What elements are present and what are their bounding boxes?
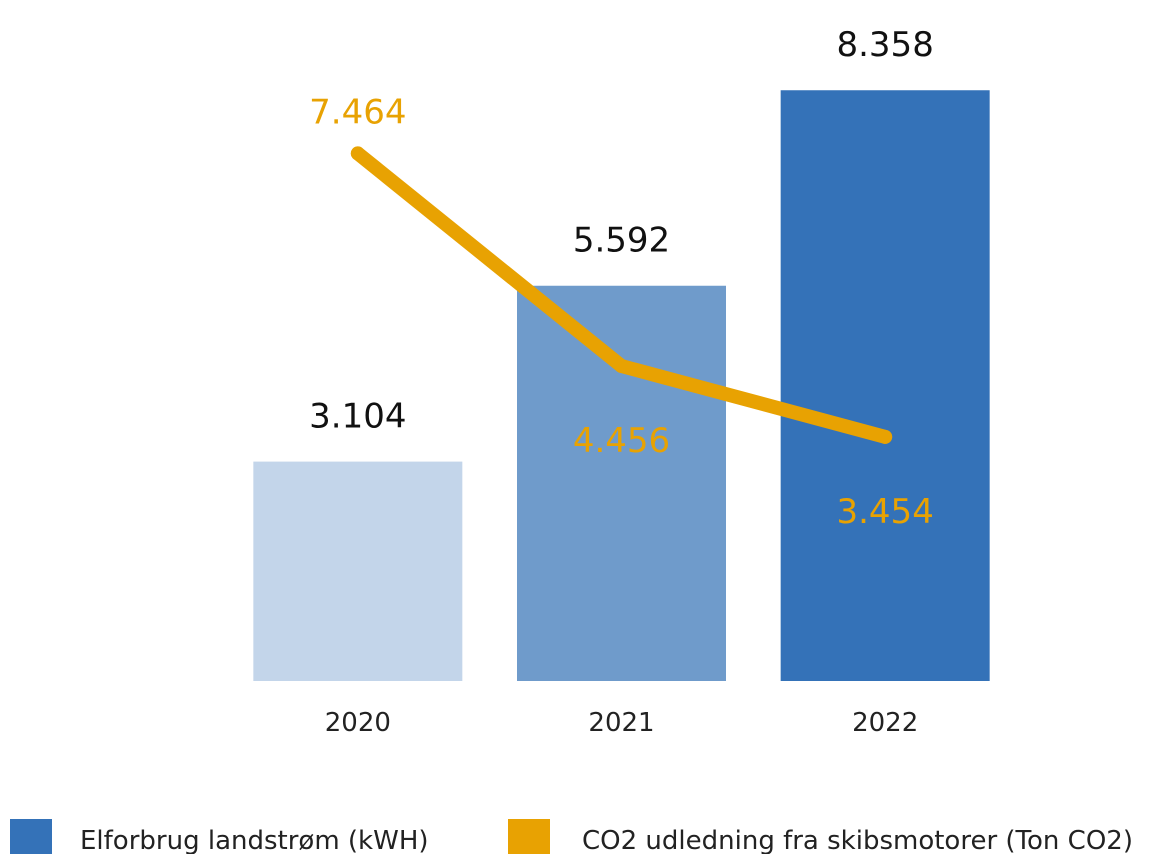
co2-value-label-2020: 7.464 [309,92,406,132]
bar-2022 [780,90,990,682]
co2-value-label-2021: 4.456 [573,421,670,461]
co2-point-2020 [350,146,365,161]
data-labels: 3.104 5.592 8.358 7.464 4.456 3.454 [309,25,934,532]
category-label-2020: 2020 [325,708,391,738]
legend: Elforbrug landstrøm (kWH) CO2 udledning … [10,819,1133,854]
co2-line [350,146,893,444]
bar-2021 [517,285,726,681]
legend-swatch-co2 [508,819,550,854]
bar-value-label-2021: 5.592 [573,221,670,261]
bar-value-label-2022: 8.358 [836,25,933,65]
legend-label-co2: CO2 udledning fra skibsmotorer (Ton CO2) [582,826,1133,854]
category-axis: 2020 2021 2022 [325,708,919,738]
legend-swatch-elforbrug [10,819,52,854]
co2-point-2022 [878,429,893,444]
co2-point-2021 [614,359,629,374]
bar-2020 [253,461,463,681]
bar-value-label-2020: 3.104 [309,397,406,437]
category-label-2022: 2022 [852,708,918,738]
category-label-2021: 2021 [588,708,654,738]
co2-value-label-2022: 3.454 [836,492,933,532]
legend-label-elforbrug: Elforbrug landstrøm (kWH) [80,826,429,854]
bars [253,90,990,682]
